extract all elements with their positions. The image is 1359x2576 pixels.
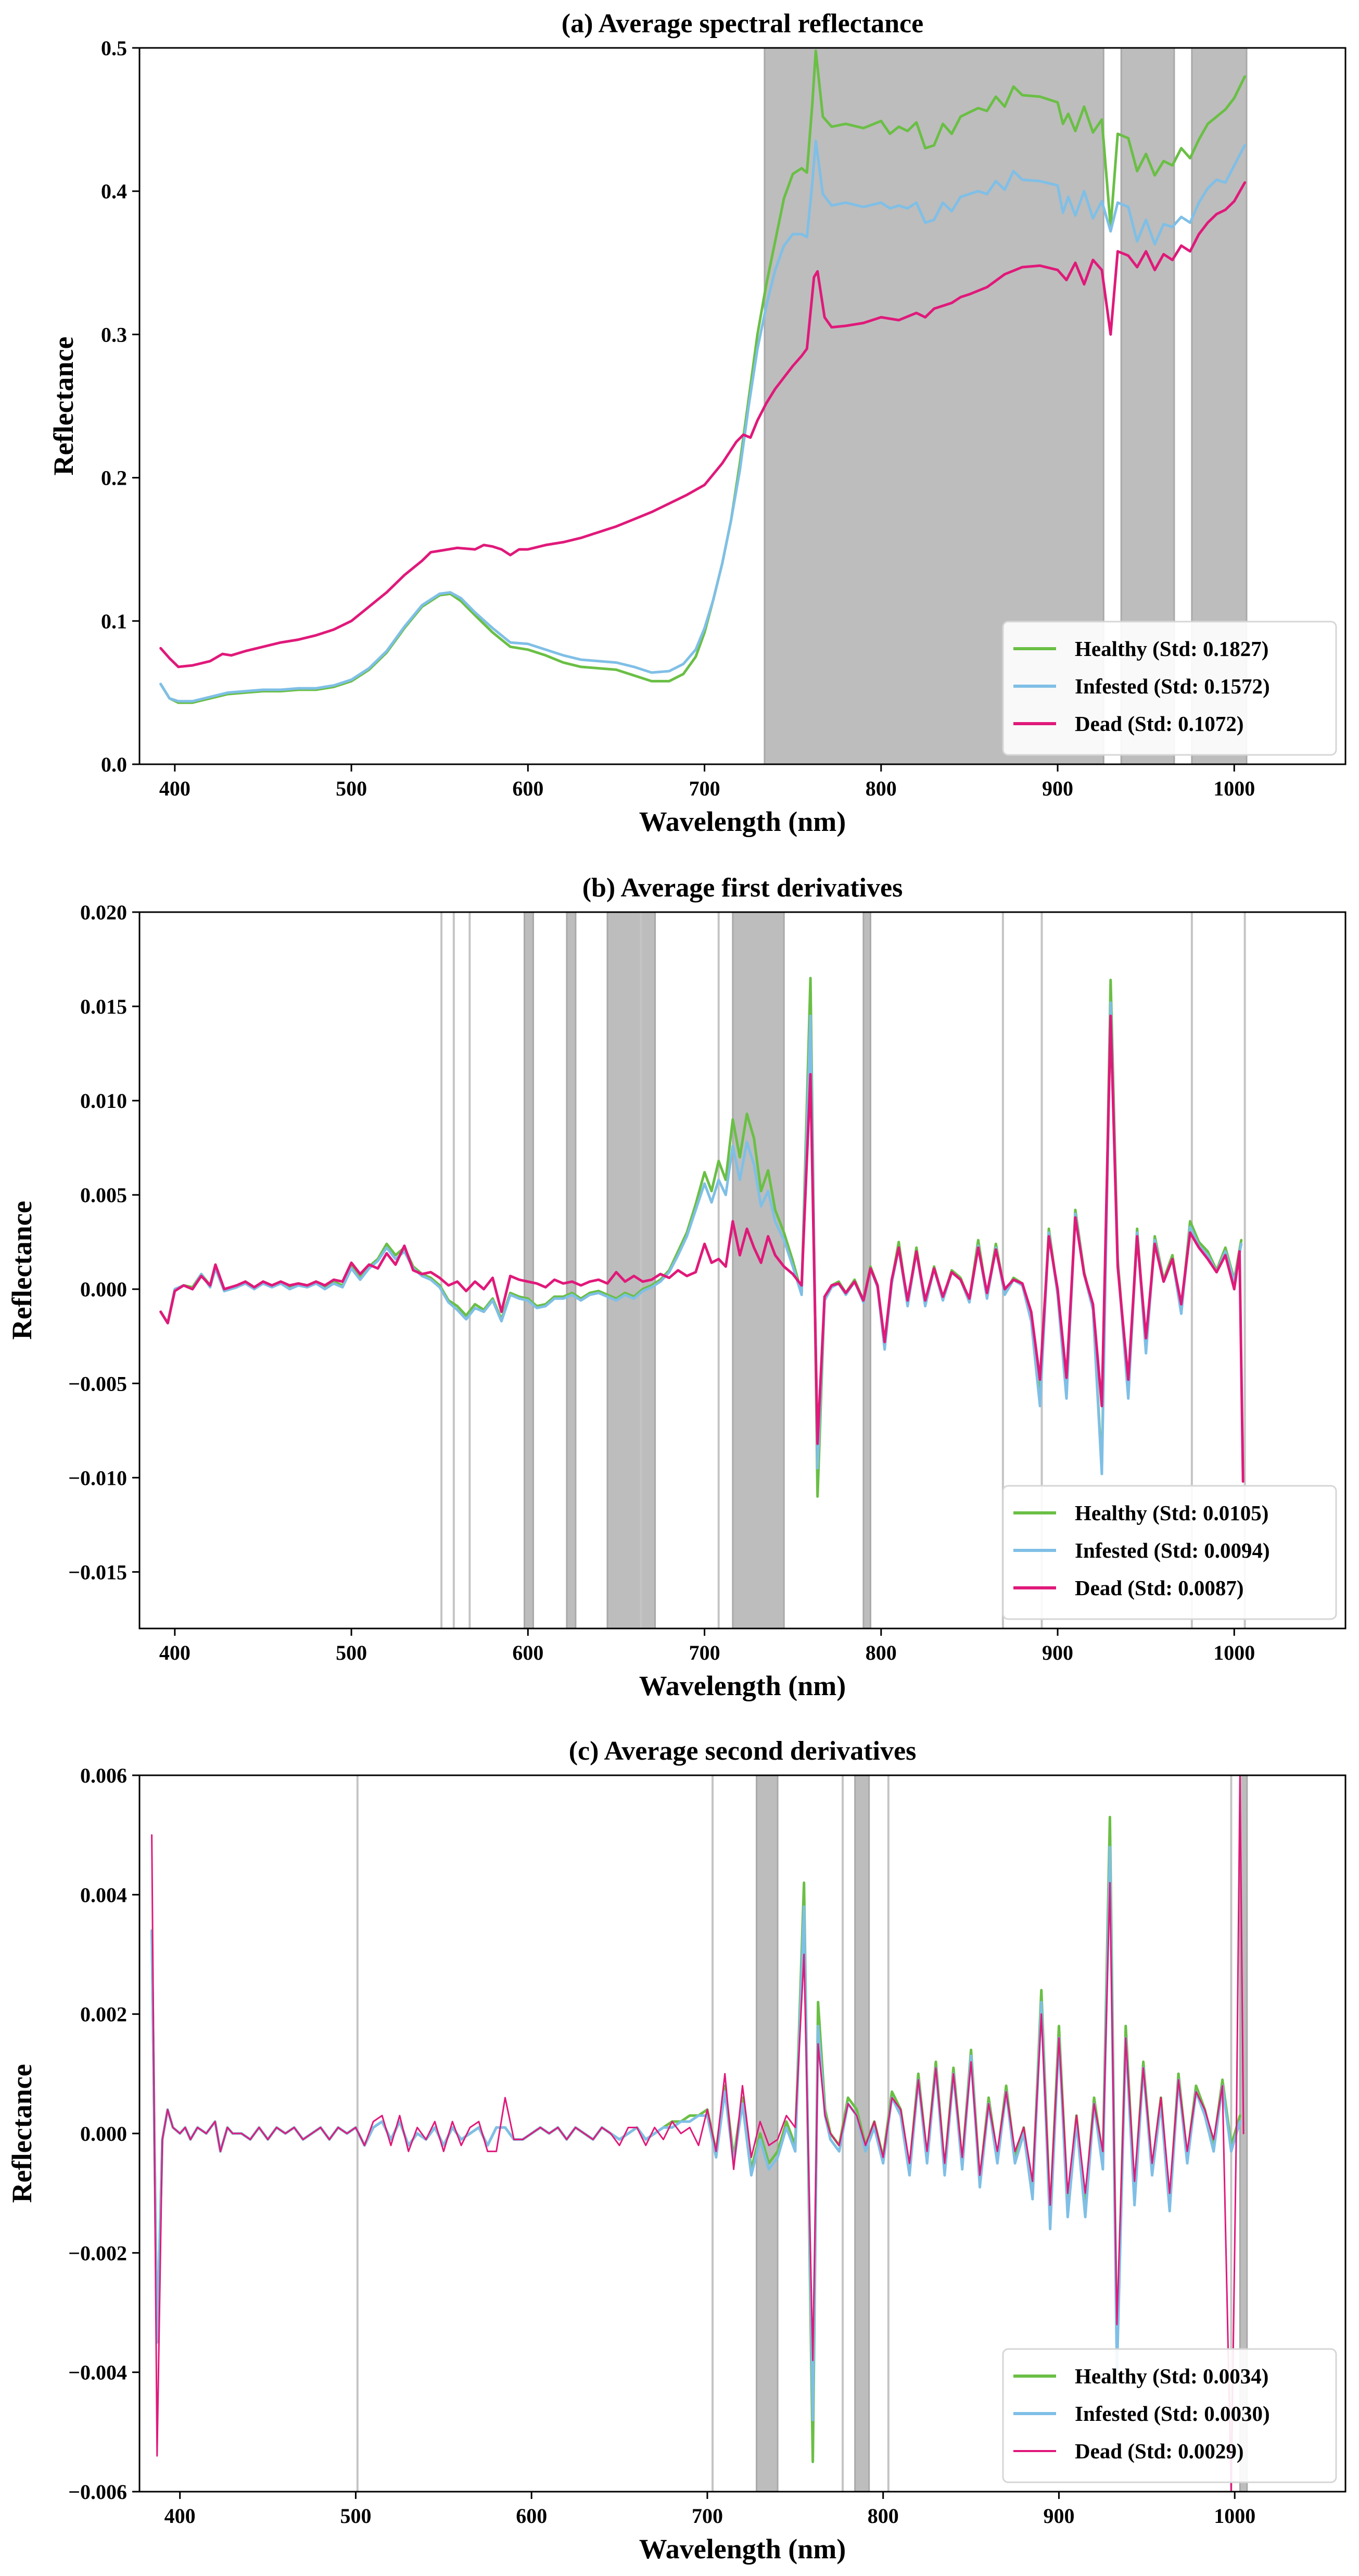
series-line-dead [159, 181, 1247, 668]
x-axis-label: Wavelength (nm) [639, 1670, 846, 1701]
x-tick-label: 500 [336, 1641, 367, 1664]
y-axis-label: Reflectance [6, 1201, 37, 1340]
x-tick-label: 800 [866, 777, 897, 800]
highlight-band [524, 911, 535, 1630]
legend-label-healthy: Healthy (Std: 0.0105) [1075, 1501, 1268, 1525]
y-tick-label: 0.5 [101, 36, 127, 60]
legend-label-healthy: Healthy (Std: 0.1827) [1075, 637, 1268, 661]
y-tick-label: 0.002 [80, 2003, 127, 2026]
x-tick-label: 500 [336, 777, 367, 800]
x-tick-label: 700 [689, 777, 720, 800]
legend: Healthy (Std: 0.0105) Infested (Std: 0.00… [1002, 1485, 1337, 1620]
series-group [159, 49, 1247, 704]
x-tick-label: 1000 [1214, 2504, 1255, 2528]
y-tick-label: −0.004 [68, 2361, 127, 2384]
highlight-band [606, 911, 656, 1630]
y-tick-label: 0.4 [101, 180, 127, 203]
legend-label-infested: Infested (Std: 0.1572) [1075, 674, 1270, 698]
chart-panel-0: 400 500 600 700 800 900 1000 0.0 0.1 0.2 0.3 0.4 0.5… [48, 9, 1347, 837]
y-tick-label: 0.005 [80, 1183, 127, 1207]
y-tick-label: 0.006 [80, 1764, 127, 1787]
axes-frame [138, 911, 1347, 1630]
chart-panel-1: 400 500 600 700 800 900 1000 −0.015 −0.010 −0.005… [6, 873, 1347, 1701]
legend-label-healthy: Healthy (Std: 0.0034) [1075, 2364, 1268, 2388]
legend-box [1002, 2348, 1337, 2483]
legend: Healthy (Std: 0.0034) Infested (Std: 0.00… [1002, 2348, 1337, 2483]
x-axis-label: Wavelength (nm) [639, 806, 846, 837]
chart-title: (b) Average first derivatives [582, 873, 903, 903]
legend-label-dead: Dead (Std: 0.0029) [1075, 2439, 1244, 2463]
legend-box [1002, 621, 1337, 756]
highlight-band [732, 911, 785, 1630]
x-tick-label: 800 [866, 1641, 897, 1664]
y-tick-label: 0.3 [101, 323, 127, 346]
x-tick-label: 600 [512, 1641, 543, 1664]
x-tick-label: 900 [1043, 2504, 1074, 2528]
x-tick-label: 600 [512, 777, 543, 800]
x-tick-label: 500 [340, 2504, 371, 2528]
y-tick-label: 0.004 [80, 1883, 127, 1906]
series-group [159, 977, 1244, 1498]
y-tick-label: 0.010 [80, 1089, 127, 1113]
chart-title: (a) Average spectral reflectance [562, 9, 923, 39]
axes-frame [138, 47, 1347, 765]
x-tick-label: 400 [159, 1641, 190, 1664]
series-line-infested [150, 1846, 1241, 2421]
x-tick-label: 700 [689, 1641, 720, 1664]
series-line-dead [159, 1014, 1244, 1483]
series-line-dead [151, 1775, 1244, 2492]
y-tick-label: 0.2 [101, 466, 127, 490]
x-tick-label: 400 [159, 777, 190, 800]
y-tick-label: 0.020 [80, 901, 127, 924]
y-tick-label: −0.006 [68, 2480, 127, 2504]
x-tick-label: 400 [164, 2504, 196, 2528]
y-axis-label: Reflectance [6, 2064, 37, 2203]
x-tick-label: 800 [868, 2504, 899, 2528]
y-tick-label: −0.005 [68, 1372, 127, 1395]
y-tick-label: 0.000 [80, 1278, 127, 1301]
legend-label-infested: Infested (Std: 0.0094) [1075, 1538, 1270, 1562]
highlight-band [566, 911, 577, 1630]
y-tick-label: −0.010 [68, 1466, 127, 1489]
y-tick-label: −0.015 [68, 1560, 127, 1584]
y-tick-label: 0.015 [80, 995, 127, 1018]
x-tick-label: 900 [1042, 1641, 1073, 1664]
y-tick-label: 0.0 [101, 753, 127, 776]
chart-title: (c) Average second derivatives [569, 1736, 917, 1766]
y-tick-label: −0.002 [68, 2241, 127, 2265]
y-tick-label: 0.000 [80, 2122, 127, 2145]
legend: Healthy (Std: 0.1827) Infested (Std: 0.15… [1002, 621, 1337, 756]
x-tick-label: 600 [516, 2504, 547, 2528]
legend-label-infested: Infested (Std: 0.0030) [1075, 2402, 1270, 2426]
x-tick-label: 1000 [1213, 1641, 1255, 1664]
legend-label-dead: Dead (Std: 0.0087) [1075, 1576, 1244, 1600]
y-tick-label: 0.1 [101, 610, 127, 633]
legend-box [1002, 1485, 1337, 1620]
x-axis-label: Wavelength (nm) [639, 2533, 846, 2565]
series-line-infested [159, 140, 1247, 703]
series-group [150, 1775, 1244, 2492]
legend-label-dead: Dead (Std: 0.1072) [1075, 712, 1244, 736]
y-axis-label: Reflectance [48, 337, 79, 476]
x-tick-label: 900 [1042, 777, 1073, 800]
x-tick-label: 1000 [1213, 777, 1255, 800]
x-tick-label: 700 [692, 2504, 723, 2528]
chart-panel-2: 400 500 600 700 800 900 1000 −0.006 −0.004 −0.002… [6, 1736, 1347, 2565]
